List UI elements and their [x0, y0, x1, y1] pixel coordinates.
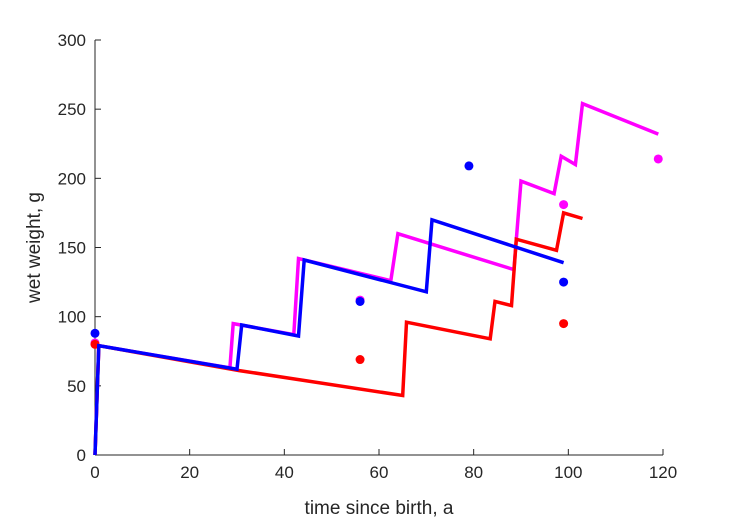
data-point [355, 355, 365, 365]
y-tick-label: 150 [58, 239, 86, 258]
data-point [90, 328, 100, 338]
data-point [559, 277, 569, 287]
x-tick-label: 80 [464, 463, 483, 482]
x-tick-label: 0 [90, 463, 99, 482]
series-line [93, 217, 565, 456]
y-axis-label: wet weight, g [24, 192, 45, 304]
x-tick-label: 100 [554, 463, 582, 482]
series-3 [90, 161, 569, 456]
series-line [93, 210, 583, 456]
data-point [464, 161, 474, 171]
data-point [355, 296, 365, 306]
y-tick-label: 0 [77, 446, 86, 465]
y-tick-label: 200 [58, 169, 86, 188]
series-layer [90, 101, 663, 456]
y-tick-label: 300 [58, 31, 86, 50]
y-tick-label: 250 [58, 100, 86, 119]
y-tick-label: 50 [67, 377, 86, 396]
x-axis-label: time since birth, a [305, 498, 454, 519]
x-tick-label: 40 [275, 463, 294, 482]
series-line [93, 101, 659, 456]
axes: 0 20 40 60 80 100 120 0 50 100 150 200 250 300 [58, 31, 678, 482]
x-tick-label: 20 [180, 463, 199, 482]
series-2 [90, 210, 583, 456]
x-tick-label: 120 [649, 463, 677, 482]
data-point [559, 200, 569, 210]
data-point [653, 154, 663, 164]
data-point [559, 319, 569, 329]
x-tick-label: 60 [370, 463, 389, 482]
y-tick-label: 100 [58, 308, 86, 327]
